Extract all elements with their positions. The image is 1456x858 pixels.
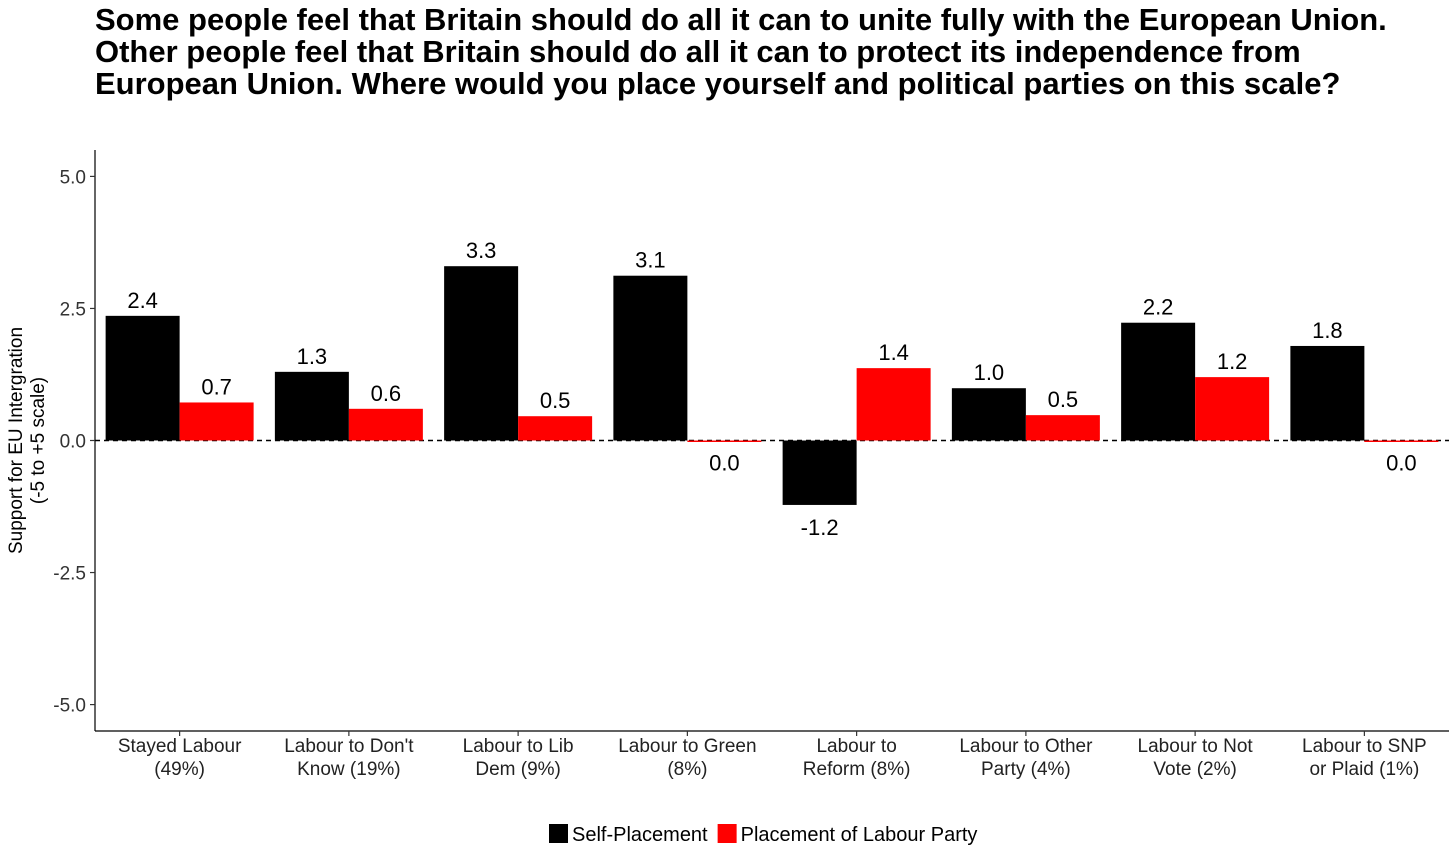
- y-tick-label: -2.5: [53, 564, 86, 585]
- self-placement-value-label: 1.8: [1312, 318, 1343, 343]
- x-category-label-line: Labour to SNP: [1302, 736, 1427, 757]
- x-category-label-line: Dem (9%): [475, 759, 561, 780]
- chart-title: Some people feel that Britain should do …: [95, 2, 1387, 101]
- self-placement-bar: [1121, 322, 1196, 441]
- x-category-label-line: Labour to Other: [959, 736, 1093, 757]
- self-placement-value-label: 2.2: [1143, 295, 1174, 320]
- labour-placement-value-label: 0.6: [371, 381, 402, 406]
- x-category-label: Labour to Not Vote (2%): [1138, 736, 1254, 780]
- labour-placement-value-label: 1.2: [1217, 349, 1248, 374]
- self-placement-bar: [105, 315, 180, 441]
- y-tick-label: 5.0: [60, 167, 86, 188]
- x-category-label-line: Know (19%): [297, 759, 401, 780]
- x-category-label: Labour to Green (8%): [618, 736, 756, 780]
- x-category-label-line: (8%): [667, 759, 707, 780]
- y-axis-title: Support for EU Intergration(-5 to +5 sca…: [6, 327, 49, 554]
- x-category-label-line: or Plaid (1%): [1309, 759, 1419, 780]
- self-placement-bar: [274, 371, 349, 441]
- legend-label-labour-placement: Placement of Labour Party: [741, 824, 978, 846]
- self-placement-bar: [951, 388, 1026, 441]
- self-placement-bar: [1290, 345, 1365, 441]
- legend-swatch-labour-placement: [717, 824, 737, 843]
- x-category-label-line: Labour to Green: [618, 736, 756, 757]
- labour-placement-value-label: 1.4: [878, 340, 909, 365]
- self-placement-value-label: 2.4: [127, 288, 158, 313]
- y-tick-label: -5.0: [53, 696, 86, 717]
- labour-placement-bar: [856, 368, 931, 441]
- x-category-label: Labour to Other Party (4%): [959, 736, 1093, 780]
- labour-placement-value-label: 0.0: [1386, 451, 1417, 476]
- y-axis-title-line: (-5 to +5 scale): [28, 377, 49, 504]
- x-category-label-line: Vote (2%): [1153, 759, 1236, 780]
- x-category-label-line: Labour to: [816, 736, 896, 757]
- x-category-label-line: Labour to Not: [1138, 736, 1254, 757]
- labour-placement-bar: [179, 402, 254, 441]
- labour-placement-bar: [348, 408, 423, 441]
- labour-placement-bar: [1195, 377, 1270, 441]
- self-placement-bar: [444, 266, 519, 441]
- self-placement-value-label: 1.0: [974, 360, 1005, 385]
- y-tick-label: 2.5: [60, 299, 86, 320]
- self-placement-value-label: 1.3: [297, 344, 328, 369]
- self-placement-value-label: 3.3: [466, 238, 497, 263]
- self-placement-value-label: 3.1: [635, 248, 666, 273]
- labour-placement-value-label: 0.5: [540, 388, 571, 413]
- labour-placement-bar: [518, 416, 593, 441]
- x-category-label-line: Stayed Labour: [118, 736, 242, 757]
- labour-placement-bar: [687, 440, 762, 442]
- legend: Self-Placement Placement of Labour Party: [549, 824, 977, 846]
- y-axis-title-line: Support for EU Intergration: [6, 327, 27, 554]
- data-labels: 2.4 0.7 1.3 0.6 3.3 0.5 3.1 0.0 -1.2 1.4 1.0 0.5 2.2…: [127, 238, 1416, 540]
- y-tick-label: 0.0: [60, 432, 86, 453]
- axes: 5.0 2.5 0.0 -2.5 -5.0 Support for EU Intergra…: [6, 150, 1449, 780]
- legend-label-self-placement: Self-Placement: [572, 824, 708, 846]
- x-category-label: Labour to Don't Know (19%): [284, 736, 414, 780]
- bars: [105, 266, 1439, 505]
- x-category-label-line: Labour to Lib: [463, 736, 574, 757]
- self-placement-value-label: -1.2: [801, 515, 839, 540]
- x-category-label-line: Reform (8%): [803, 759, 911, 780]
- x-category-label-line: Labour to Don't: [284, 736, 414, 757]
- labour-placement-bar: [1025, 415, 1100, 441]
- labour-placement-value-label: 0.0: [709, 451, 740, 476]
- x-category-label-line: Party (4%): [981, 759, 1071, 780]
- labour-placement-value-label: 0.7: [201, 374, 232, 399]
- self-placement-bar: [782, 440, 857, 505]
- legend-swatch-self-placement: [549, 824, 568, 843]
- self-placement-bar: [613, 275, 688, 441]
- x-category-label: Labour to Reform (8%): [803, 736, 911, 780]
- labour-placement-bar: [1364, 440, 1439, 442]
- x-category-label: Labour to SNP or Plaid (1%): [1302, 736, 1427, 780]
- x-category-label-line: (49%): [154, 759, 205, 780]
- x-category-label: Labour to Lib Dem (9%): [463, 736, 574, 780]
- labour-placement-value-label: 0.5: [1048, 387, 1079, 412]
- x-category-label: Stayed Labour (49%): [118, 736, 242, 780]
